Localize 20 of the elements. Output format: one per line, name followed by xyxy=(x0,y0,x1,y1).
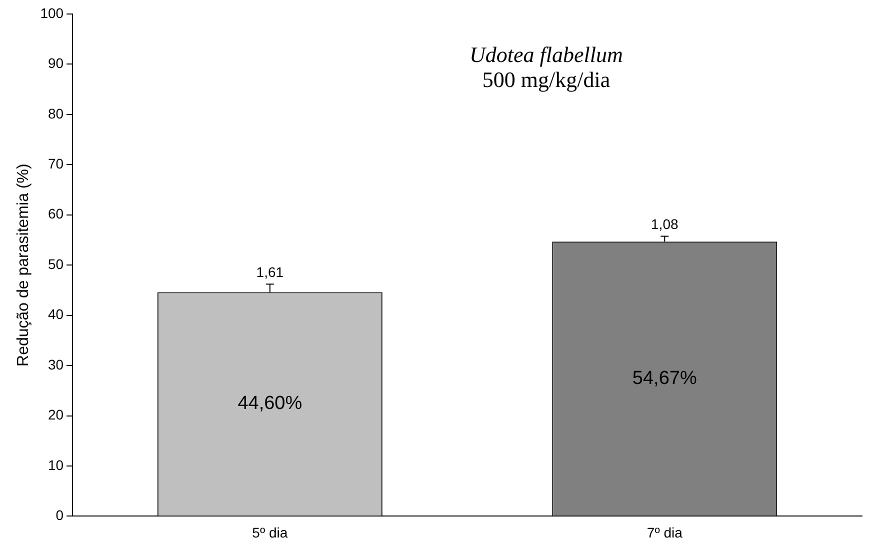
y-tick-label: 0 xyxy=(56,507,64,524)
annotation: 1,08 xyxy=(651,216,678,232)
text: 500 mg/kg/dia xyxy=(482,67,610,92)
y-tick-label: 100 xyxy=(40,4,64,21)
annotation: 1,61 xyxy=(256,264,284,280)
data-label: 54,67% xyxy=(632,368,697,389)
y-tick-label: 90 xyxy=(48,55,64,72)
data-label: 44,60% xyxy=(238,393,302,414)
y-tick-label: 70 xyxy=(48,156,64,172)
y-axis-title: Redução de parasitemia (%) xyxy=(15,164,32,366)
y-tick-label: 80 xyxy=(48,105,64,122)
y-tick-label: 60 xyxy=(48,206,64,222)
y-tick-label: 20 xyxy=(48,406,64,423)
x-tick-label: 7º dia xyxy=(646,524,683,540)
text: Udotea flabellum xyxy=(470,42,623,67)
y-tick-label: 30 xyxy=(48,356,64,372)
x-tick-label: 5º dia xyxy=(252,524,288,540)
y-tick-label: 10 xyxy=(48,456,64,473)
y-tick-label: 40 xyxy=(48,306,64,322)
y-tick-label: 50 xyxy=(48,256,64,272)
